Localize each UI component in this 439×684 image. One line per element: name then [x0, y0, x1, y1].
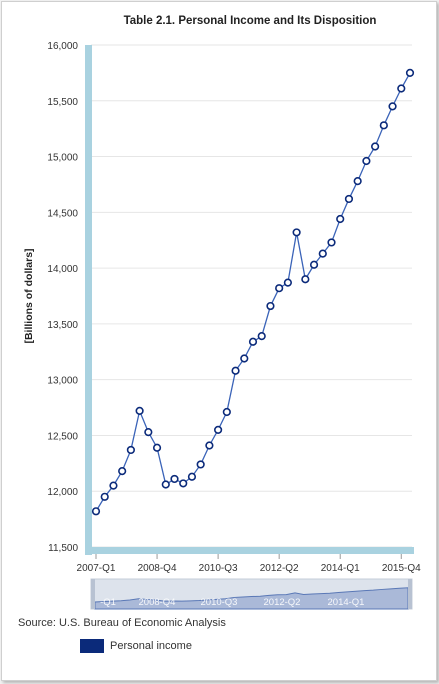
data-point[interactable] [344, 194, 354, 204]
data-point[interactable] [187, 472, 197, 481]
legend-label: Personal income [110, 640, 192, 652]
data-point[interactable] [179, 479, 188, 488]
x-tick-label: 2012-Q2 [260, 563, 299, 574]
navigator-handle-right[interactable] [408, 579, 412, 609]
chart: Table 2.1. Personal Income and Its Dispo… [23, 15, 421, 610]
navigator-handle-left[interactable] [91, 579, 95, 609]
x-tick-label: 2014-Q1 [321, 563, 360, 574]
data-point[interactable] [397, 84, 406, 93]
personal-income-line [95, 72, 411, 512]
y-axis-band [85, 45, 92, 555]
x-axis-band [85, 547, 414, 554]
data-point[interactable] [248, 337, 258, 346]
navigator-tick-label: 2012-Q2 [264, 597, 301, 608]
source-note: Source: U.S. Bureau of Economic Analysis [18, 617, 226, 629]
data-point[interactable] [362, 156, 371, 166]
y-tick-label: 15,000 [47, 153, 78, 164]
data-point[interactable] [388, 102, 397, 111]
data-point[interactable] [118, 467, 127, 476]
legend-swatch [80, 639, 104, 653]
data-point[interactable] [214, 425, 223, 434]
x-tick-label: 2008-Q4 [138, 563, 177, 574]
data-point[interactable] [301, 275, 310, 284]
data-point[interactable] [126, 445, 135, 455]
data-point[interactable] [196, 460, 205, 469]
data-point[interactable] [283, 278, 292, 287]
data-point[interactable] [161, 480, 170, 489]
x-tick-label: 2015-Q4 [382, 563, 421, 574]
navigator-tick-label: 2008-Q4 [139, 597, 176, 608]
legend[interactable]: Personal income [80, 639, 192, 653]
y-tick-label: 12,500 [47, 431, 78, 442]
y-tick-label: 14,500 [47, 208, 78, 219]
navigator-tick-label: 2014-Q1 [328, 597, 365, 608]
navigator-area [94, 587, 409, 610]
y-axis-label: [Billions of dollars] [23, 248, 35, 343]
data-point[interactable] [336, 214, 345, 224]
data-point[interactable] [371, 142, 380, 151]
data-point[interactable] [327, 238, 336, 247]
data-point[interactable] [222, 407, 231, 417]
data-point[interactable] [91, 507, 101, 516]
data-point[interactable] [100, 492, 109, 501]
data-point[interactable] [205, 441, 214, 450]
y-tick-label: 13,000 [47, 376, 78, 387]
data-point[interactable] [275, 284, 284, 293]
data-point[interactable] [405, 68, 415, 77]
data-point[interactable] [240, 354, 249, 363]
data-point[interactable] [152, 443, 162, 452]
y-tick-label: 12,000 [47, 487, 78, 498]
x-tick-label: 2010-Q3 [199, 563, 238, 574]
x-tick-label: 2007-Q1 [77, 563, 116, 574]
data-point[interactable] [231, 366, 240, 375]
data-point[interactable] [292, 228, 301, 237]
y-tick-label: 15,500 [47, 97, 78, 108]
y-tick-label: 11,500 [48, 543, 78, 554]
y-tick-label: 16,000 [47, 41, 78, 52]
data-point[interactable] [266, 301, 275, 311]
y-tick-label: 13,500 [47, 320, 78, 331]
data-point[interactable] [318, 249, 327, 258]
data-point[interactable] [170, 474, 179, 484]
data-point[interactable] [144, 427, 153, 437]
data-point[interactable] [353, 176, 362, 186]
y-tick-label: 14,000 [47, 264, 78, 275]
data-point[interactable] [257, 332, 266, 341]
data-point[interactable] [135, 406, 144, 416]
chart-title: Table 2.1. Personal Income and Its Dispo… [124, 15, 377, 27]
data-point[interactable] [379, 121, 388, 130]
navigator-tick-label: 2010-Q3 [201, 597, 238, 608]
data-point[interactable] [309, 260, 319, 269]
navigator-tick-label: -Q1 [100, 597, 116, 608]
data-point[interactable] [109, 481, 118, 490]
